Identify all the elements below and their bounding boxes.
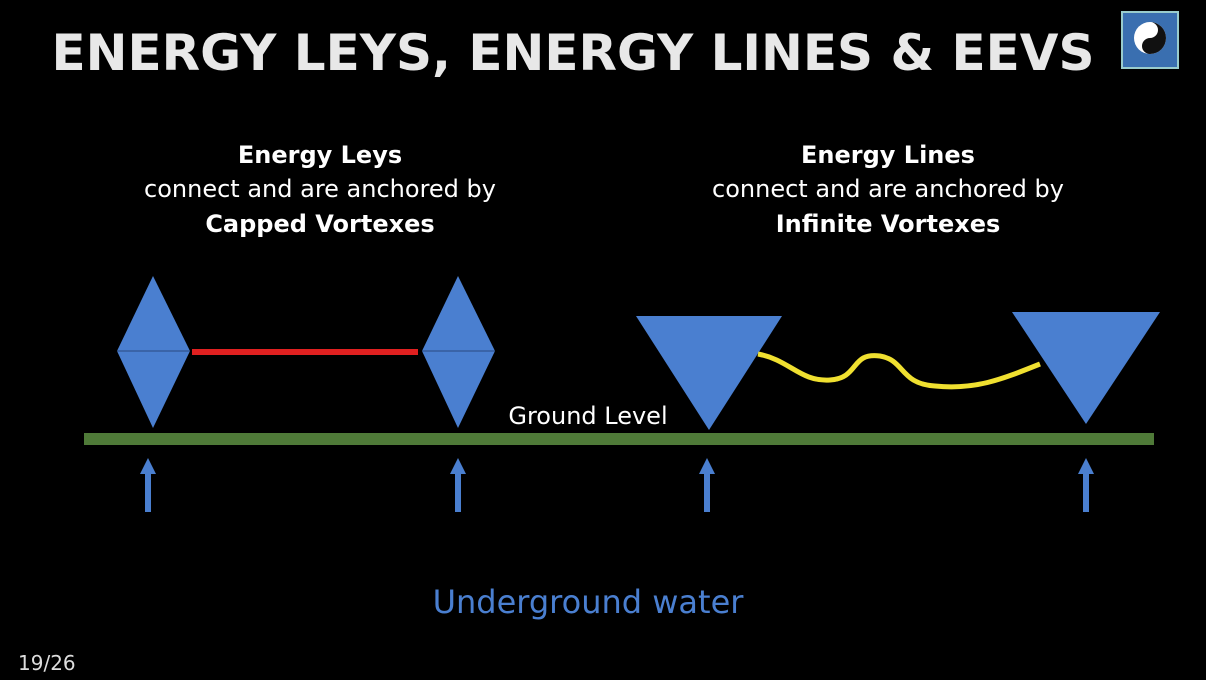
capped-vortex [422,276,495,428]
left-description: connect and are anchored by [144,175,496,203]
logo [1121,11,1179,69]
capped-vortex [117,276,190,428]
title: ENERGY LEYS, ENERGY LINES & EEVS [52,24,1095,82]
right-heading: Energy Lines [801,141,975,169]
water-label: Underground water [433,583,745,621]
ground-label: Ground Level [508,402,667,430]
infinite-vortex [636,316,782,430]
page-number: 19/26 [18,651,76,675]
right-emphasis: Infinite Vortexes [776,210,1001,238]
left-heading: Energy Leys [238,141,402,169]
arrows [140,458,1094,512]
energy-line [757,351,1041,390]
infinite-vortex [1012,312,1160,424]
ground-level [84,433,1154,445]
left-emphasis: Capped Vortexes [205,210,434,238]
right-description: connect and are anchored by [712,175,1064,203]
